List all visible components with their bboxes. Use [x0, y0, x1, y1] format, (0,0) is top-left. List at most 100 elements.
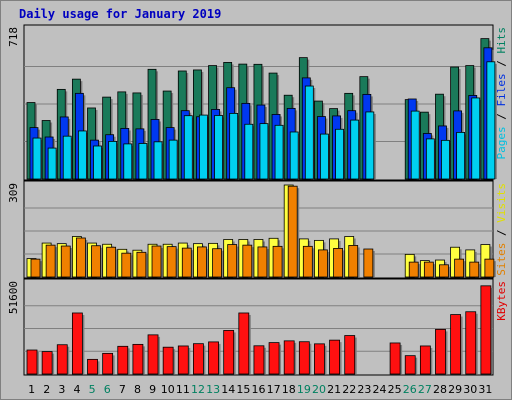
y-max-label-kbytes: 51600 [7, 281, 20, 314]
bar-kbytes-kbytes-14 [223, 330, 235, 375]
bar-visits-sites-sites-19 [302, 245, 313, 278]
x-tick-label-28: 28 [433, 383, 447, 396]
x-tick-label-5: 5 [89, 383, 96, 396]
bar-visits-sites-sites-20 [318, 249, 328, 278]
x-tick-label-13: 13 [206, 383, 220, 396]
bar-visits-sites-sites-14 [227, 244, 238, 278]
bar-kbytes-kbytes-9 [147, 334, 159, 375]
bar-hits-files-pages-pages-9 [153, 141, 163, 180]
bar-hits-files-pages-pages-15 [244, 123, 254, 180]
bar-visits-sites-sites-13 [212, 248, 222, 278]
bar-hits-files-pages-pages-2 [47, 147, 57, 180]
bar-visits-sites-sites-16 [257, 246, 268, 278]
bar-hits-files-pages-pages-31 [486, 61, 496, 180]
bar-kbytes-kbytes-22 [344, 335, 356, 375]
x-tick-label-10: 10 [161, 383, 175, 396]
bar-visits-sites-sites-27 [423, 261, 434, 278]
bar-kbytes-kbytes-5 [87, 358, 98, 375]
bar-visits-sites-sites-31 [484, 258, 495, 278]
bar-hits-files-pages-pages-7 [123, 143, 133, 180]
bar-visits-sites-sites-9 [151, 245, 162, 278]
x-tick-label-19: 19 [297, 383, 311, 396]
x-tick-label-29: 29 [448, 383, 462, 396]
bar-hits-files-pages-pages-8 [138, 143, 148, 180]
bar-hits-files-pages-pages-27 [425, 138, 435, 180]
bar-hits-files-pages-pages-21 [335, 128, 344, 180]
x-tick-label-22: 22 [342, 383, 356, 396]
x-tick-label-7: 7 [119, 383, 126, 396]
bar-kbytes-kbytes-28 [435, 328, 446, 375]
x-tick-label-14: 14 [221, 383, 235, 396]
bar-kbytes-kbytes-17 [268, 342, 280, 375]
bar-kbytes-kbytes-4 [71, 312, 83, 375]
x-tick-label-16: 16 [252, 383, 266, 396]
x-tick-label-4: 4 [73, 383, 80, 396]
x-tick-label-31: 31 [478, 383, 492, 396]
bar-hits-files-pages-pages-30 [471, 97, 481, 180]
x-tick-label-18: 18 [282, 383, 296, 396]
bar-kbytes-kbytes-19 [298, 341, 310, 375]
series-label-hits-files-pages: Pages / Files / Hits [495, 27, 508, 160]
bar-kbytes-kbytes-7 [117, 345, 129, 375]
bar-hits-files-pages-pages-16 [259, 123, 269, 180]
bar-visits-sites-sites-10 [166, 246, 177, 278]
bar-kbytes-kbytes-10 [162, 346, 174, 375]
bar-hits-files-pages-pages-20 [320, 133, 329, 180]
bar-kbytes-kbytes-11 [177, 345, 189, 375]
chart-title: Daily usage for January 2019 [19, 7, 222, 21]
bar-hits-files-pages-pages-13 [214, 115, 223, 180]
bar-visits-sites-sites-26 [408, 261, 419, 278]
bar-visits-sites-sites-12 [197, 246, 207, 278]
x-tick-label-20: 20 [312, 383, 326, 396]
x-tick-label-15: 15 [236, 383, 250, 396]
x-tick-label-12: 12 [191, 383, 205, 396]
bar-kbytes-kbytes-20 [314, 343, 325, 375]
bar-kbytes-kbytes-26 [404, 355, 416, 375]
x-tick-label-1: 1 [28, 383, 35, 396]
bar-hits-files-pages-pages-6 [108, 140, 118, 180]
x-tick-label-2: 2 [43, 383, 50, 396]
bar-kbytes-kbytes-29 [450, 314, 462, 375]
bar-kbytes-kbytes-27 [419, 345, 431, 375]
bar-kbytes-kbytes-30 [465, 311, 477, 375]
bar-kbytes-kbytes-16 [253, 345, 265, 375]
bar-hits-files-pages-pages-1 [32, 137, 42, 180]
bar-visits-sites-sites-28 [439, 264, 449, 278]
bar-hits-files-pages-pages-12 [199, 114, 208, 180]
bar-kbytes-kbytes-15 [238, 312, 250, 375]
bar-hits-files-pages-pages-28 [441, 139, 450, 180]
x-tick-label-23: 23 [357, 383, 371, 396]
series-label-visits-sites: Sites / Visits [495, 183, 508, 276]
bar-visits-sites-sites-6 [106, 246, 117, 278]
y-max-label-visits-sites: 309 [7, 183, 20, 203]
y-max-label-hits-files-pages: 718 [7, 27, 20, 47]
bar-visits-sites-sites-21 [333, 248, 343, 278]
bar-visits-sites-sites-2 [45, 244, 56, 278]
x-tick-label-11: 11 [176, 383, 190, 396]
x-tick-label-24: 24 [373, 383, 387, 396]
bar-visits-sites-sites-5 [91, 245, 101, 278]
bar-visits-sites-sites-30 [469, 261, 480, 278]
bar-kbytes-kbytes-12 [193, 343, 204, 375]
bar-hits-files-pages-pages-3 [62, 135, 72, 180]
x-tick-label-26: 26 [403, 383, 417, 396]
x-tick-label-8: 8 [134, 383, 141, 396]
bar-kbytes-kbytes-31 [480, 285, 492, 375]
bar-visits-sites-sites-22 [348, 245, 359, 278]
x-tick-label-17: 17 [267, 383, 281, 396]
x-tick-label-27: 27 [418, 383, 432, 396]
bar-hits-files-pages-pages-17 [274, 124, 284, 180]
bar-hits-files-pages-pages-19 [304, 85, 314, 180]
bar-hits-files-pages-pages-5 [93, 145, 102, 180]
bar-kbytes-kbytes-13 [208, 341, 219, 375]
x-tick-label-9: 9 [149, 383, 156, 396]
bar-kbytes-kbytes-21 [329, 339, 340, 375]
x-tick-label-3: 3 [58, 383, 65, 396]
x-tick-label-25: 25 [388, 383, 402, 396]
bar-visits-sites-sites-17 [272, 245, 283, 278]
bar-visits-sites-sites-8 [136, 251, 147, 278]
bar-visits-sites-sites-18 [287, 185, 298, 278]
bar-kbytes-kbytes-3 [56, 344, 68, 375]
bar-hits-files-pages-pages-26 [410, 110, 420, 180]
